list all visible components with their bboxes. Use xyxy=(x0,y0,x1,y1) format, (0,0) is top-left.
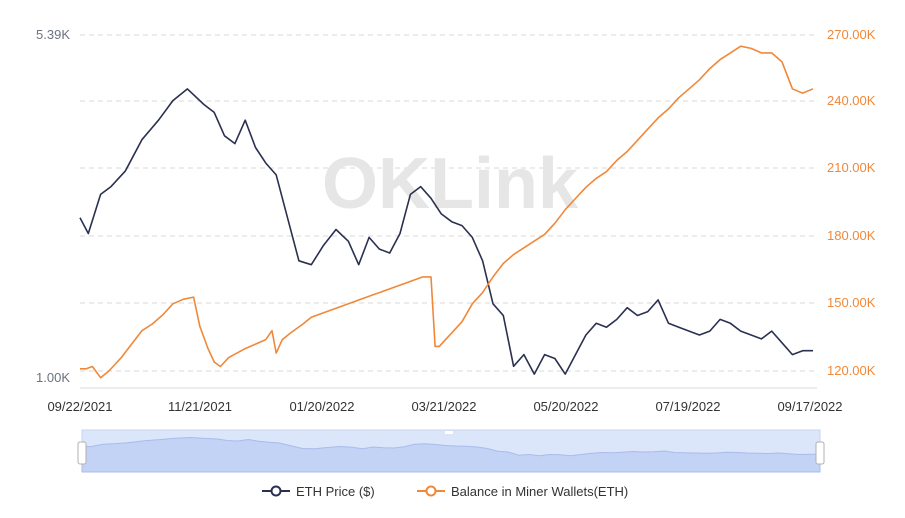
grid-layer xyxy=(80,34,817,389)
x-axis-tick-label: 09/22/2021 xyxy=(47,399,112,414)
right-axis-tick-label: 120.00K xyxy=(827,363,876,378)
left-axis-tick-label: 1.00K xyxy=(36,370,70,385)
right-axis-tick-label: 270.00K xyxy=(827,27,876,42)
navigator-grip[interactable] xyxy=(445,431,453,434)
legend[interactable]: ETH Price ($) Balance in Miner Wallets(ET… xyxy=(262,484,628,499)
legend-circle-marker xyxy=(270,485,282,497)
axis-layer: 5.39K 1.00K 270.00K 240.00K 210.00K 180.00K 15… xyxy=(36,27,876,414)
legend-label: Balance in Miner Wallets(ETH) xyxy=(451,484,628,499)
eth-price-line[interactable] xyxy=(79,88,813,375)
x-axis-tick-label: 05/20/2022 xyxy=(533,399,598,414)
series-layer[interactable] xyxy=(79,45,814,379)
navigator-handle-left[interactable] xyxy=(77,441,87,465)
right-axis-tick-label: 210.00K xyxy=(827,160,876,175)
navigator-series-area xyxy=(81,436,821,473)
left-axis-tick-label: 5.39K xyxy=(36,27,70,42)
right-axis-tick-label: 240.00K xyxy=(827,93,876,108)
miner-balance-line[interactable] xyxy=(80,45,814,379)
x-axis-tick-label: 11/21/2021 xyxy=(168,399,232,414)
legend-item-miner-balance[interactable]: Balance in Miner Wallets(ETH) xyxy=(417,484,628,499)
x-axis-tick-label: 01/20/2022 xyxy=(289,399,354,414)
x-axis-tick-label: 03/21/2022 xyxy=(411,399,476,414)
watermark-text: OKLink xyxy=(322,144,579,224)
legend-circle-marker xyxy=(425,485,437,497)
legend-label: ETH Price ($) xyxy=(296,484,375,499)
right-axis-tick-label: 180.00K xyxy=(827,228,876,243)
legend-item-eth-price[interactable]: ETH Price ($) xyxy=(262,484,375,499)
navigator-handle-right[interactable] xyxy=(815,441,825,465)
x-axis-tick-label: 09/17/2022 xyxy=(777,399,842,414)
right-axis-tick-label: 150.00K xyxy=(827,295,876,310)
navigator[interactable] xyxy=(77,429,825,473)
x-axis-tick-label: 07/19/2022 xyxy=(655,399,720,414)
